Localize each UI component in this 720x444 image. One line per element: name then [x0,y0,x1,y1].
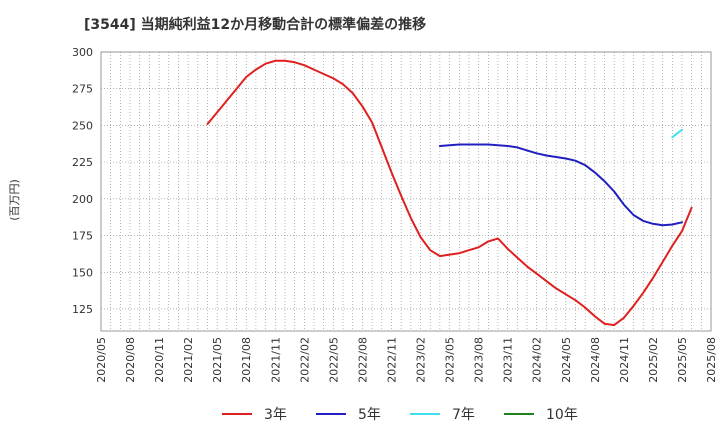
x-tick-label: 2024/11 [618,337,631,383]
x-tick-label: 2025/05 [676,337,689,383]
x-tick-label: 2024/05 [560,337,573,383]
plot-area [100,51,712,332]
legend-label-5年: 5年 [358,407,381,423]
x-tick-label: 2023/05 [444,337,457,383]
y-tick-label: 300 [72,46,93,59]
legend-label-10年: 10年 [546,407,578,423]
y-tick-label: 275 [72,83,93,96]
x-tick-label: 2020/08 [124,337,137,383]
x-tick-label: 2025/02 [647,337,660,383]
chart-title: [3544] 当期純利益12か月移動合計の標準偏差の推移 [84,16,426,33]
x-tick-label: 2022/08 [356,337,369,383]
x-tick-label: 2025/08 [705,337,718,383]
x-tick-label: 2020/05 [95,337,108,383]
x-tick-label: 2023/11 [502,337,515,383]
x-tick-label: 2021/11 [269,337,282,383]
x-tick-label: 2023/02 [415,337,428,383]
axis-layer: 125 150 175 200 225 250 275 300 2020/05 2020/08 20… [72,46,718,383]
series-line-5年 [438,143,683,227]
y-tick-label: 225 [72,156,93,169]
y-tick-label: 175 [72,230,93,243]
y-tick-label: 200 [72,193,93,206]
series-line-7年 [671,128,683,139]
legend: 3年 5年 7年 10年 [222,407,578,423]
legend-label-7年: 7年 [452,407,475,423]
x-tick-label: 2021/08 [240,337,253,383]
series-layer [206,59,693,327]
y-tick-label: 125 [72,303,93,316]
x-tick-label: 2021/05 [211,337,224,383]
x-tick-label: 2023/08 [473,337,486,383]
x-tick-label: 2024/08 [589,337,602,383]
legend-label-3年: 3年 [264,407,287,423]
series-line-3年 [206,59,693,327]
x-tick-label: 2021/02 [182,337,195,383]
y-tick-label: 150 [72,266,93,279]
y-tick-label: 250 [72,119,93,132]
x-tick-label: 2020/11 [153,337,166,383]
x-tick-label: 2022/11 [385,337,398,383]
x-tick-label: 2022/05 [327,337,340,383]
y-axis-label: (百万円) [8,179,21,221]
x-tick-label: 2024/02 [531,337,544,383]
x-tick-label: 2022/02 [298,337,311,383]
